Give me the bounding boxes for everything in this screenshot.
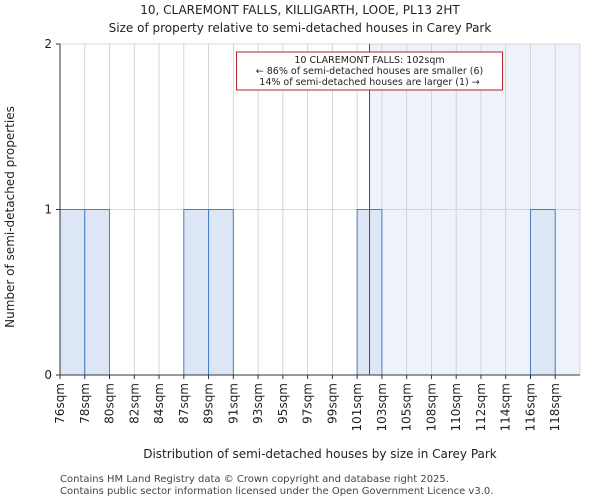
x-tick-label: 78sqm [78,383,92,424]
x-tick-label: 87sqm [177,383,191,424]
x-tick-label: 103sqm [375,383,389,431]
y-axis-label: Number of semi-detached properties [3,106,17,328]
x-tick-label: 93sqm [251,383,265,424]
x-tick-label: 84sqm [152,383,166,424]
x-tick-label: 112sqm [474,383,488,431]
y-tick-label: 0 [44,368,52,382]
x-tick-label: 101sqm [350,383,364,431]
x-tick-label: 118sqm [548,383,562,431]
annotation-larger: 14% of semi-detached houses are larger (… [259,77,479,88]
x-tick-label: 108sqm [424,383,438,431]
x-tick-label: 95sqm [276,383,290,424]
y-tick-label: 2 [44,37,52,51]
bar [84,209,111,376]
bar [529,209,556,376]
footer-licence: Contains public sector information licen… [60,486,493,497]
y-tick-label: 1 [44,203,52,217]
chart-title: Size of property relative to semi-detach… [109,21,492,35]
bar [183,209,210,376]
x-tick-label: 97sqm [301,383,315,424]
annotation-smaller: ← 86% of semi-detached houses are smalle… [256,66,484,77]
annotation-box: 10 CLAREMONT FALLS: 102sqm← 86% of semi-… [236,51,504,91]
annotation-frame [236,51,504,91]
x-tick-label: 105sqm [400,383,414,431]
bar [59,209,86,376]
x-tick-label: 82sqm [127,383,141,424]
x-tick-label: 114sqm [499,383,513,431]
x-tick-label: 91sqm [226,383,240,424]
bar [208,209,234,376]
x-tick-label: 116sqm [523,383,537,431]
x-tick-label: 76sqm [53,383,67,424]
x-axis-label: Distribution of semi-detached houses by … [143,447,497,461]
x-tick-label: 80sqm [103,383,117,424]
x-tick-label: 99sqm [325,383,339,424]
x-tick-label: 110sqm [449,383,463,431]
x-tick-label: 89sqm [202,383,216,424]
annotation-property-size: 10 CLAREMONT FALLS: 102sqm [294,55,444,66]
plot-area: 0 1 2 76sqm 78sqm 80sqm 82sqm 84sqm 87sqm 89sqm 91… [44,37,581,431]
chart-title-address: 10, CLAREMONT FALLS, KILLIGARTH, LOOE, P… [140,3,460,17]
footer-copyright: Contains HM Land Registry data © Crown c… [60,474,449,485]
